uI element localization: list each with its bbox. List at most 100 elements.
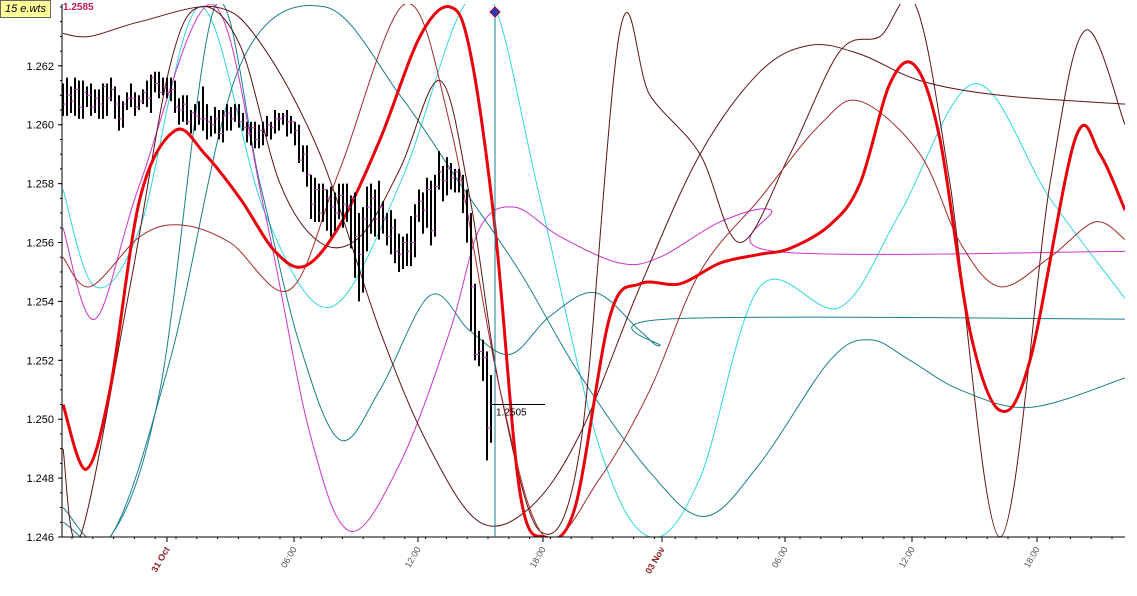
x-tick-label: 31 Oct xyxy=(149,545,171,574)
series-line-5 xyxy=(62,5,1125,527)
price-bar xyxy=(65,77,69,116)
price-bar xyxy=(81,80,85,119)
price-bar xyxy=(289,115,293,134)
price-bar xyxy=(97,89,101,119)
series-line-2 xyxy=(62,4,1125,537)
price-bar xyxy=(385,213,389,246)
x-tick-label: 06:00 xyxy=(279,545,299,570)
top-value-readout: 1.2585 xyxy=(63,2,94,13)
price-bar xyxy=(361,207,365,293)
price-bar xyxy=(357,213,361,302)
price-bar xyxy=(73,77,77,116)
price-bar xyxy=(389,210,393,255)
price-bar xyxy=(477,330,481,367)
price-bar xyxy=(153,71,157,93)
price-bar xyxy=(161,77,165,96)
y-tick-label: 1.258 xyxy=(26,179,54,191)
price-bar xyxy=(257,124,261,149)
axes xyxy=(61,4,1125,538)
price-bar xyxy=(241,112,245,131)
x-tick-label: 18:00 xyxy=(528,545,548,570)
price-bar xyxy=(93,89,97,113)
price-bar xyxy=(313,177,317,222)
price-bar xyxy=(185,95,189,125)
price-bar xyxy=(341,183,345,228)
price-bar xyxy=(309,174,313,219)
price-bar xyxy=(405,233,409,267)
series-line-8 xyxy=(62,5,1125,537)
price-bar xyxy=(165,77,169,99)
price-bar xyxy=(285,110,289,137)
price-bar xyxy=(329,186,333,237)
price-bar xyxy=(245,121,249,143)
price-bar xyxy=(117,95,121,131)
price-bar xyxy=(345,183,349,222)
price-bar xyxy=(85,86,89,108)
price-bar xyxy=(109,77,113,102)
price-bar xyxy=(237,104,241,128)
x-tick-label: 06:00 xyxy=(770,545,790,570)
series-line-1 xyxy=(62,4,1125,537)
price-bar xyxy=(453,168,457,193)
price-bar xyxy=(209,115,213,137)
y-tick-label: 1.262 xyxy=(26,61,54,73)
price-bar xyxy=(449,163,453,190)
price-bar xyxy=(465,189,469,243)
price-bar xyxy=(469,213,473,331)
price-bar xyxy=(69,86,73,113)
y-tick-label: 1.254 xyxy=(26,296,54,308)
price-bar xyxy=(473,283,477,361)
price-bar xyxy=(173,80,177,113)
price-bar xyxy=(157,71,161,99)
price-bar xyxy=(205,104,209,140)
x-tick-label: 12:00 xyxy=(897,545,917,570)
price-bar xyxy=(349,195,353,249)
price-bar xyxy=(265,115,269,137)
y-tick-label: 1.246 xyxy=(26,532,54,544)
price-bar xyxy=(221,110,225,143)
chart-title: 15 e.wts xyxy=(0,0,51,18)
price-bar xyxy=(365,186,369,252)
price-bar xyxy=(413,204,417,258)
series-line-7 xyxy=(62,4,1125,537)
price-bar xyxy=(457,168,461,193)
price-bar xyxy=(125,92,129,111)
price-bar xyxy=(429,180,433,246)
price-bar xyxy=(193,104,197,131)
price-bar xyxy=(217,110,221,140)
price-bar xyxy=(353,192,357,278)
price-bar xyxy=(377,180,381,240)
price-bar xyxy=(181,95,185,122)
price-bar xyxy=(461,174,465,214)
price-bar xyxy=(77,80,81,119)
price-bar xyxy=(129,83,133,108)
price-bar xyxy=(137,95,141,111)
cursor-marker-icon[interactable] xyxy=(489,6,501,18)
price-bar xyxy=(281,112,285,125)
price-bar xyxy=(409,216,413,267)
price-bar xyxy=(373,189,377,237)
price-bar xyxy=(489,375,493,443)
price-bar xyxy=(437,151,441,190)
price-bar xyxy=(141,89,145,105)
price-bar xyxy=(133,92,137,116)
x-tick-label: 18:00 xyxy=(1022,545,1042,570)
price-bar xyxy=(177,98,181,125)
price-bar xyxy=(297,124,301,164)
last-price-label: 1.2505 xyxy=(496,407,527,418)
price-bar xyxy=(293,121,297,146)
price-bar xyxy=(277,112,281,131)
price-bar xyxy=(337,183,341,219)
price-bar xyxy=(253,121,257,149)
price-bar xyxy=(445,157,449,196)
price-bar xyxy=(105,83,109,116)
price-bar xyxy=(169,77,173,102)
price-bar xyxy=(261,121,265,146)
series-line-4 xyxy=(62,4,1125,532)
price-bar xyxy=(213,107,217,134)
price-bar xyxy=(397,233,401,272)
price-bar xyxy=(417,189,421,222)
price-bar xyxy=(317,183,321,222)
price-bar xyxy=(421,192,425,234)
